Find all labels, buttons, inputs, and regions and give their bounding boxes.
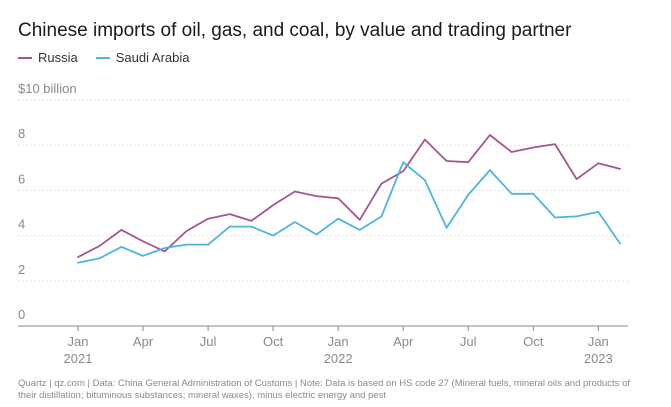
legend-swatch-saudi-arabia [95,56,110,59]
x-tick-year-label: 2022 [324,351,353,366]
series-lines [77,134,621,264]
source-note: Quartz | qz.com | Data: China General Ad… [18,378,630,401]
x-tick-label: Jan [68,334,89,349]
y-tick-label: $10 billion [18,81,77,96]
legend-label-saudi-arabia: Saudi Arabia [115,50,190,65]
legend-label-russia: Russia [38,50,78,65]
y-tick-label: 2 [18,262,25,277]
x-tick-label: Jul [200,334,217,349]
y-tick-label: 6 [18,171,25,186]
x-tick-label: Jan [328,334,349,349]
y-tick-label: 8 [18,126,25,141]
y-tick-label: 0 [18,307,25,322]
x-axis: Jan 2021 Apr Jul Oct Jan 2022 Apr Jul Oct Jan 2023 [64,326,613,366]
x-tick-label: Apr [133,334,154,349]
legend-swatch-russia [18,56,32,59]
series-line-russia [77,134,621,259]
chart-title: Chinese imports of oil, gas, and coal, b… [18,20,572,41]
x-tick-label: Apr [393,334,414,349]
x-tick-label: Jul [460,334,477,349]
x-tick-label: Jan [588,334,609,349]
x-tick-year-label: 2023 [584,351,613,366]
x-tick-label: Oct [523,334,544,349]
legend: Russia Saudi Arabia [18,50,189,65]
legend-item-saudi-arabia: Saudi Arabia [95,50,190,65]
gridlines: $10 billion 8 6 4 2 0 [18,81,628,327]
y-tick-label: 4 [18,217,25,232]
x-tick-label: Oct [263,334,284,349]
series-line-saudi-arabia [77,161,621,264]
x-tick-year-label: 2021 [64,351,93,366]
legend-item-russia: Russia [18,50,78,65]
